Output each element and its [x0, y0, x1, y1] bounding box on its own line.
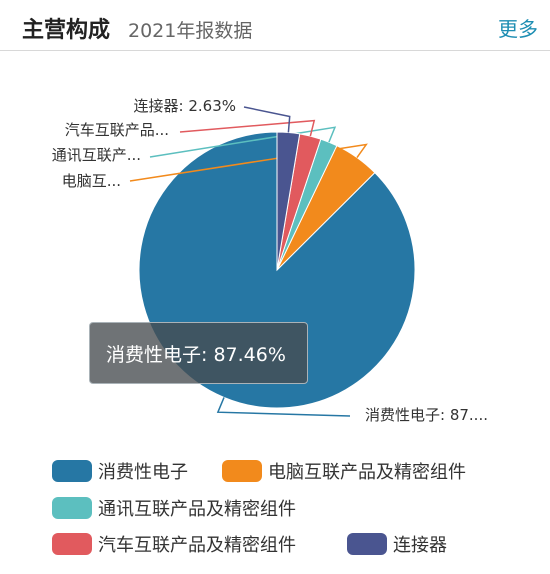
legend-label: 连接器: [393, 535, 447, 556]
legend-label: 消费性电子: [98, 462, 188, 483]
legend-item[interactable]: 消费性电子: [52, 457, 188, 485]
slice-label: 消费性电子: 87....: [365, 406, 488, 424]
tooltip-text: 消费性电子: 87.46%: [106, 344, 286, 366]
slice-leader-line: [129, 143, 368, 182]
legend-swatch: [347, 533, 387, 555]
slice-label: 连接器: 2.63%: [134, 97, 236, 115]
slice-leader-line: [149, 126, 337, 158]
legend-swatch: [52, 497, 92, 519]
legend-label: 汽车互联产品及精密组件: [98, 535, 296, 556]
slice-leader-line: [179, 119, 316, 137]
slice-label: 汽车互联产品...: [65, 121, 169, 139]
slice-label: 通讯互联产...: [52, 146, 141, 164]
panel-title: 主营构成: [22, 18, 111, 43]
slice-leader-line: [243, 106, 291, 133]
legend-item[interactable]: 通讯互联产品及精密组件: [52, 494, 296, 522]
panel-header: 主营构成 2021年报数据 更多: [0, 0, 550, 51]
legend-item[interactable]: 汽车互联产品及精密组件: [52, 530, 296, 558]
legend-swatch: [222, 460, 262, 482]
more-link[interactable]: 更多: [498, 17, 538, 41]
panel-subtitle: 2021年报数据: [128, 20, 253, 42]
legend-item[interactable]: 连接器: [347, 530, 447, 558]
legend-item[interactable]: 电脑互联产品及精密组件: [222, 457, 466, 485]
legend-swatch: [52, 460, 92, 482]
legend-label: 电脑互联产品及精密组件: [268, 462, 466, 483]
slice-leader-line: [216, 397, 351, 417]
slice-tooltip: 消费性电子: 87.46%: [89, 322, 308, 384]
pie-slice[interactable]: [276, 131, 301, 271]
slice-label: 电脑互...: [62, 172, 121, 190]
legend-swatch: [52, 533, 92, 555]
legend-label: 通讯互联产品及精密组件: [98, 499, 296, 520]
